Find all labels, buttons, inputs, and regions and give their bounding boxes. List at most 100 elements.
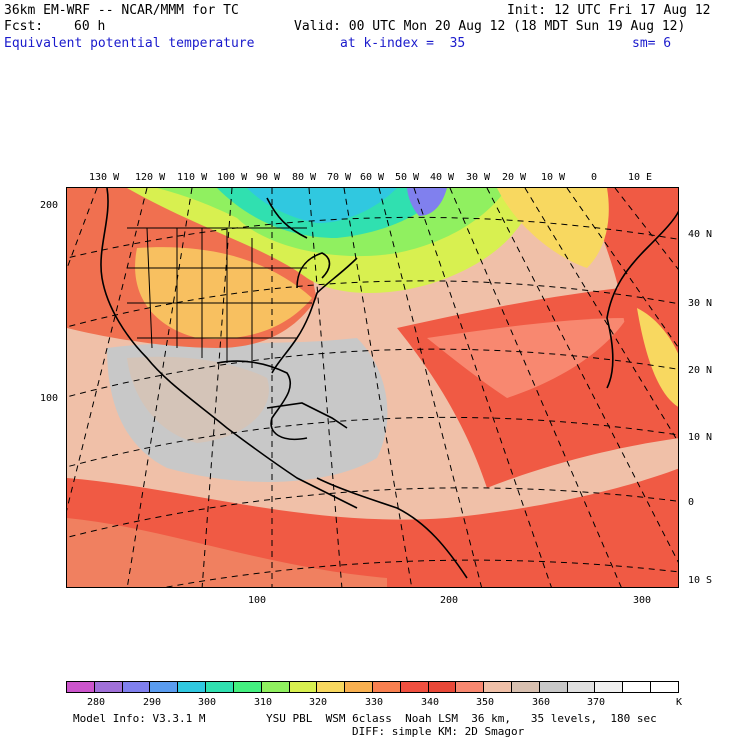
colorbar-swatch [150, 682, 179, 692]
lon-label: 120 W [135, 172, 166, 183]
lon-label: 0 [591, 172, 598, 183]
lon-line [486, 188, 678, 563]
colorbar-tick: 370 [587, 697, 606, 708]
lon-line [524, 188, 678, 443]
colorbar-tick: 300 [198, 697, 217, 708]
lat-label: 40 N [688, 229, 713, 240]
lon-label: 130 W [89, 172, 120, 183]
colorbar-tick: 360 [532, 697, 551, 708]
lon-line [67, 188, 148, 511]
colorbar-swatch [317, 682, 346, 692]
theta-e-map [66, 187, 679, 588]
lat-label: 30 N [688, 298, 713, 309]
lat-line-20n [67, 348, 678, 398]
lon-label: 100 W [217, 172, 248, 183]
colorbar-swatch [122, 682, 151, 692]
colorbar-tick: 340 [421, 697, 440, 708]
colorbar-tick: 320 [309, 697, 328, 708]
hudson-bay [266, 197, 308, 239]
gulf-zone [127, 356, 269, 443]
west-africa-europe-coast [606, 210, 678, 389]
lat-label: 0 [688, 497, 695, 508]
colorbar-swatch [428, 682, 457, 692]
colorbar-tick: 290 [143, 697, 162, 708]
atlantic-inner-band [427, 318, 627, 398]
lat-line-40n [67, 216, 678, 259]
gulf-coast [216, 360, 308, 440]
lon-label: 60 W [360, 172, 385, 183]
colorbar-swatch [595, 682, 624, 692]
colorbar-swatch [206, 682, 234, 692]
greenland-cold-spot [407, 188, 447, 216]
lat-line-0 [67, 487, 678, 538]
colorbar-swatch [178, 682, 207, 692]
us-east-coast [271, 257, 358, 374]
colorbar-swatch [233, 682, 262, 692]
state-borders [127, 227, 312, 368]
lon-line [126, 188, 193, 587]
colorbar-swatch [623, 682, 652, 692]
southern-warm-zone [67, 518, 387, 587]
physics-info: YSU PBL WSM 6class Noah LSM 36 km, 35 le… [266, 712, 657, 725]
forecast-label: Fcst: [4, 19, 44, 34]
forecast-hours: 60 h [74, 19, 106, 34]
colorbar-tick: 310 [254, 697, 273, 708]
lon-label: 90 W [256, 172, 281, 183]
cuba [266, 402, 348, 429]
pacific-coast [100, 188, 358, 509]
lon-label: 80 W [292, 172, 317, 183]
lat-label: 10 S [688, 575, 713, 586]
grid-y-label: 200 [40, 200, 59, 211]
lon-line [308, 188, 343, 587]
colorbar-swatch [400, 682, 429, 692]
colorbar-tick: 350 [476, 697, 495, 708]
hudson-cold-band [247, 188, 397, 223]
lon-line [413, 188, 552, 587]
lon-label: 10 W [541, 172, 566, 183]
init-time: Init: 12 UTC Fri 17 Aug 12 [507, 3, 711, 18]
level-info: at k-index = 35 [340, 36, 466, 51]
south-america-coast [316, 477, 468, 579]
graticule [67, 188, 678, 587]
diffusion-info: DIFF: simple KM: 2D Smagor [352, 725, 525, 738]
smoothing-info: sm= 6 [632, 36, 672, 51]
lon-label: 10 E [628, 172, 653, 183]
great-lakes [296, 252, 331, 289]
state-border [146, 227, 153, 349]
lon-line [343, 188, 413, 587]
colorbar-swatch [456, 682, 485, 692]
grid-y-label: 100 [40, 393, 59, 404]
lon-line [378, 188, 483, 587]
grid-x-label: 100 [248, 595, 267, 606]
colorbar-swatch [567, 682, 596, 692]
colorbar-swatch [512, 682, 540, 692]
sahara-mild [637, 308, 678, 407]
colorbar-tick: 330 [365, 697, 384, 708]
lat-label: 20 N [688, 365, 713, 376]
lon-label: 40 W [430, 172, 455, 183]
coastlines [100, 188, 678, 579]
lon-label: 110 W [177, 172, 208, 183]
colorbar-swatch [67, 682, 95, 692]
field-name: Equivalent potential temperature [4, 36, 255, 51]
lat-line-30n [67, 280, 678, 328]
colorbar-swatch [539, 682, 568, 692]
lat-label: 10 N [688, 432, 713, 443]
midwest-mild [135, 247, 312, 339]
colorbar-swatch [345, 682, 373, 692]
grid-x-label: 300 [633, 595, 652, 606]
lon-label: 30 W [466, 172, 491, 183]
colorbar-swatch [484, 682, 512, 692]
lon-line [566, 188, 678, 348]
colorbar-swatch [261, 682, 290, 692]
lon-label: 50 W [395, 172, 420, 183]
colorbar [66, 681, 679, 693]
model-title: 36km EM-WRF -- NCAR/MMM for TC [4, 3, 239, 18]
colorbar-swatch [651, 682, 678, 692]
grid-x-label: 200 [440, 595, 459, 606]
lon-label: 20 W [502, 172, 527, 183]
map-svg [67, 188, 678, 587]
lon-line [67, 188, 98, 270]
lon-line [449, 188, 622, 587]
colorbar-swatch [94, 682, 123, 692]
